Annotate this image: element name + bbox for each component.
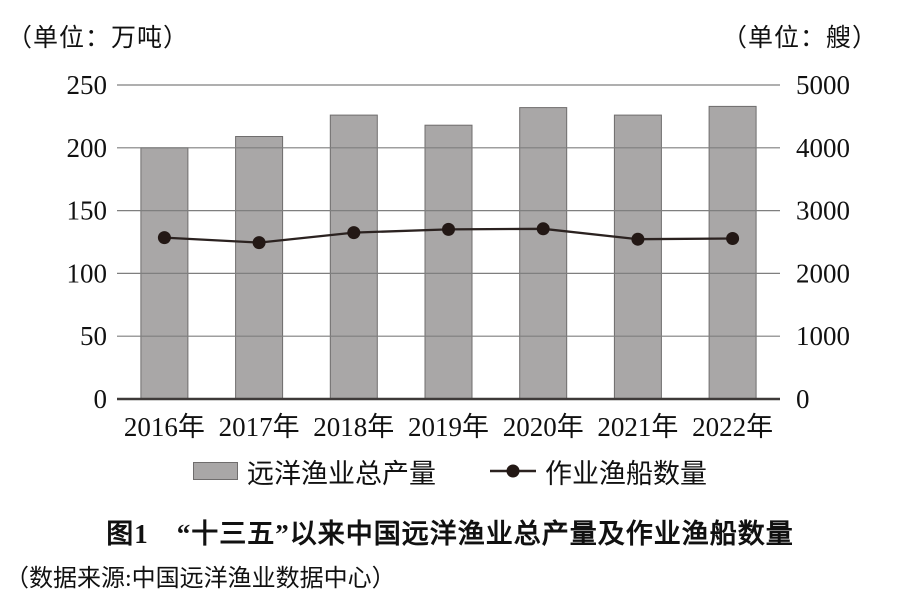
x-label-2019年: 2019年	[408, 412, 489, 442]
left-tick-200: 200	[67, 133, 108, 163]
left-tick-100: 100	[67, 258, 108, 288]
legend-vessels-label: 作业渔船数量	[545, 458, 707, 489]
right-tick-3000: 3000	[796, 196, 850, 226]
vessels-dot-2018年	[347, 226, 361, 240]
chart-plot: 0 50 100 150 200 250 0 1000 2000 3000 4000 5000 2016…	[67, 70, 851, 442]
vessels-dot-2020年	[536, 222, 550, 236]
x-label-2022年: 2022年	[692, 412, 773, 442]
x-label-2016年: 2016年	[124, 412, 205, 442]
right-tick-2000: 2000	[796, 258, 850, 288]
bar-2018年	[329, 114, 378, 400]
legend-item-vessels: 作业渔船数量	[490, 452, 707, 491]
right-tick-0: 0	[796, 384, 810, 414]
right-tick-1000: 1000	[796, 321, 850, 351]
left-tick-150: 150	[67, 196, 108, 226]
bar-2017年	[235, 136, 284, 400]
x-label-2021年: 2021年	[597, 412, 678, 442]
x-label-2018年: 2018年	[313, 412, 394, 442]
legend-line-dot-icon	[490, 464, 536, 478]
left-tick-50: 50	[80, 321, 107, 351]
bar-2020年	[519, 107, 568, 400]
bar-2021年	[613, 114, 662, 400]
vessels-dot-2022年	[726, 232, 740, 245]
data-source: （数据来源:中国远洋渔业数据中心）	[5, 566, 396, 592]
x-label-2020年: 2020年	[503, 412, 584, 442]
vessels-dot-2017年	[252, 236, 266, 250]
x-label-2017年: 2017年	[219, 412, 300, 442]
right-tick-5000: 5000	[796, 70, 850, 100]
legend-bar-swatch-icon	[193, 462, 238, 480]
left-tick-0: 0	[94, 384, 108, 414]
vessels-dot-2021年	[631, 232, 645, 246]
bar-2022年	[708, 105, 757, 400]
right-axis-unit-label: （单位：艘）	[721, 25, 878, 52]
left-tick-250: 250	[67, 70, 108, 100]
figure-title: 图1 “十三五”以来中国远洋渔业总产量及作业渔船数量	[106, 519, 794, 549]
legend: 远洋渔业总产量 作业渔船数量	[0, 450, 900, 492]
legend-production-label: 远洋渔业总产量	[247, 458, 436, 489]
vessels-dot-2016年	[157, 231, 171, 245]
right-tick-4000: 4000	[796, 133, 850, 163]
legend-item-production: 远洋渔业总产量	[193, 452, 436, 491]
vessels-dot-2019年	[442, 222, 455, 236]
bar-2019年	[424, 124, 473, 400]
left-axis-unit-label: （单位：万吨）	[7, 25, 190, 52]
